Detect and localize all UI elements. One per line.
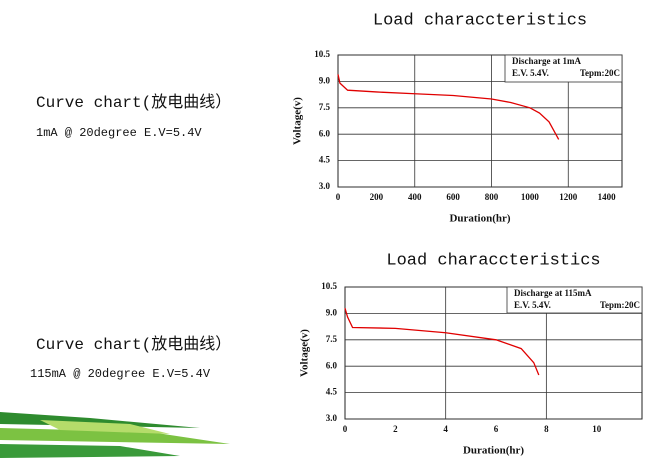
annotation: Discharge at 1mA	[512, 56, 581, 66]
x-tick-label: 1000	[521, 192, 540, 202]
annotation: E.V. 5.4V.	[512, 68, 549, 78]
x-tick-label: 400	[408, 192, 422, 202]
y-axis-label: Voltage(v)	[299, 329, 311, 377]
y-tick-label: 7.5	[326, 334, 338, 344]
caption-title: Curve chart(放电曲线）	[36, 335, 231, 354]
annotation: Tepm:20C	[600, 300, 640, 310]
y-tick-label: 4.5	[319, 155, 331, 165]
caption-detail: 115mA @ 20degree E.V=5.4V	[30, 367, 211, 381]
line	[344, 307, 540, 376]
annotation: E.V. 5.4V.	[514, 300, 551, 310]
chart-title: Load characcteristics	[386, 251, 600, 270]
x-tick-label: 6	[494, 424, 499, 434]
y-tick-label: 7.5	[319, 102, 331, 112]
x-tick-label: 10	[592, 424, 602, 434]
x-tick-label: 4	[443, 424, 448, 434]
x-axis-label: Duration(hr)	[463, 445, 524, 457]
line	[337, 74, 560, 140]
x-tick-label: 0	[343, 424, 348, 434]
y-tick-label: 6.0	[319, 128, 331, 138]
decoration	[0, 412, 230, 458]
y-tick-label: 10.5	[321, 281, 337, 291]
y-tick-label: 6.0	[326, 360, 338, 370]
caption-title: Curve chart(放电曲线）	[36, 93, 231, 112]
x-tick-label: 800	[485, 192, 499, 202]
y-tick-label: 9.0	[326, 307, 338, 317]
x-tick-label: 200	[370, 192, 384, 202]
x-tick-label: 8	[544, 424, 549, 434]
y-tick-label: 10.5	[314, 49, 330, 59]
annotation-box	[506, 286, 643, 314]
y-tick-label: 4.5	[326, 387, 338, 397]
annotation: Tepm:20C	[580, 68, 620, 78]
chart-title: Load characcteristics	[373, 11, 587, 30]
annotation-box	[504, 54, 623, 83]
y-tick-label: 3.0	[319, 181, 331, 191]
caption-detail: 1mA @ 20degree E.V=5.4V	[36, 126, 202, 140]
x-tick-label: 600	[446, 192, 460, 202]
x-tick-label: 0	[336, 192, 341, 202]
x-axis-label: Duration(hr)	[449, 213, 510, 225]
y-tick-label: 9.0	[319, 75, 331, 85]
x-tick-label: 2	[393, 424, 398, 434]
y-tick-label: 3.0	[326, 413, 338, 423]
x-tick-label: 1200	[559, 192, 578, 202]
x-tick-label: 1400	[598, 192, 617, 202]
y-axis-label: Voltage(v)	[292, 97, 304, 145]
annotation: Discharge at 115mA	[514, 288, 592, 298]
